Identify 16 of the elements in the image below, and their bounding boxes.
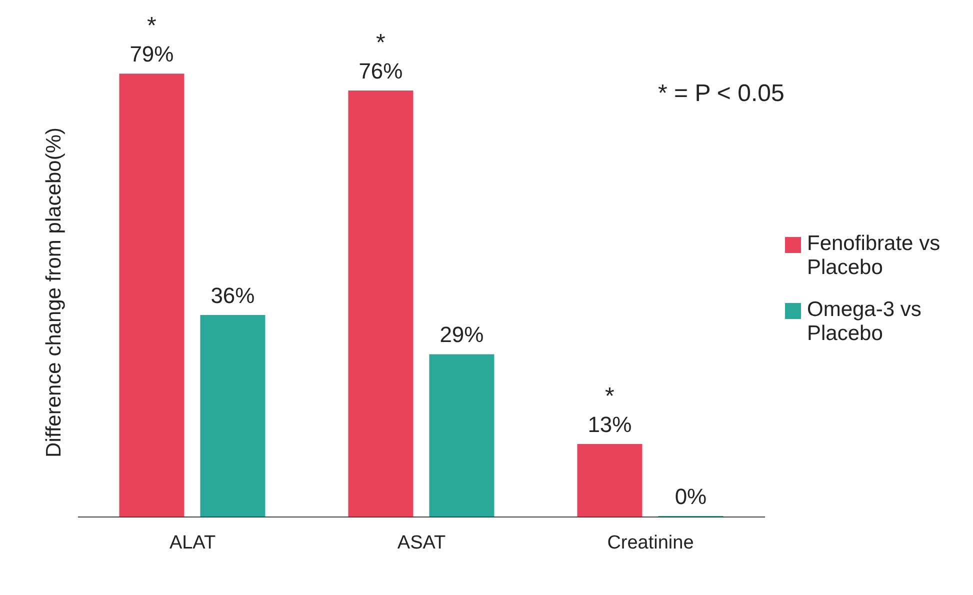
data-label: 79% xyxy=(130,42,174,67)
data-label: 0% xyxy=(674,484,707,509)
annotation: * xyxy=(605,383,614,410)
legend-label: Fenofibrate vs Placebo xyxy=(807,232,942,280)
x-tick-label: ASAT xyxy=(397,532,446,554)
data-label: 29% xyxy=(440,322,484,348)
x-tick-label: ALAT xyxy=(169,532,216,554)
text: * xyxy=(376,29,386,56)
data-label: 76% xyxy=(358,58,403,84)
y-axis-title: Difference change from placebo(%) xyxy=(42,128,66,458)
annotation: * = P < 0.05 xyxy=(658,80,784,108)
text: * xyxy=(147,12,156,40)
legend-label: Omega-3 vs Placebo xyxy=(807,298,922,346)
data-label: 13% xyxy=(588,412,632,438)
x-tick-label: Creatinine xyxy=(607,532,694,554)
data-label: 36% xyxy=(210,282,255,308)
